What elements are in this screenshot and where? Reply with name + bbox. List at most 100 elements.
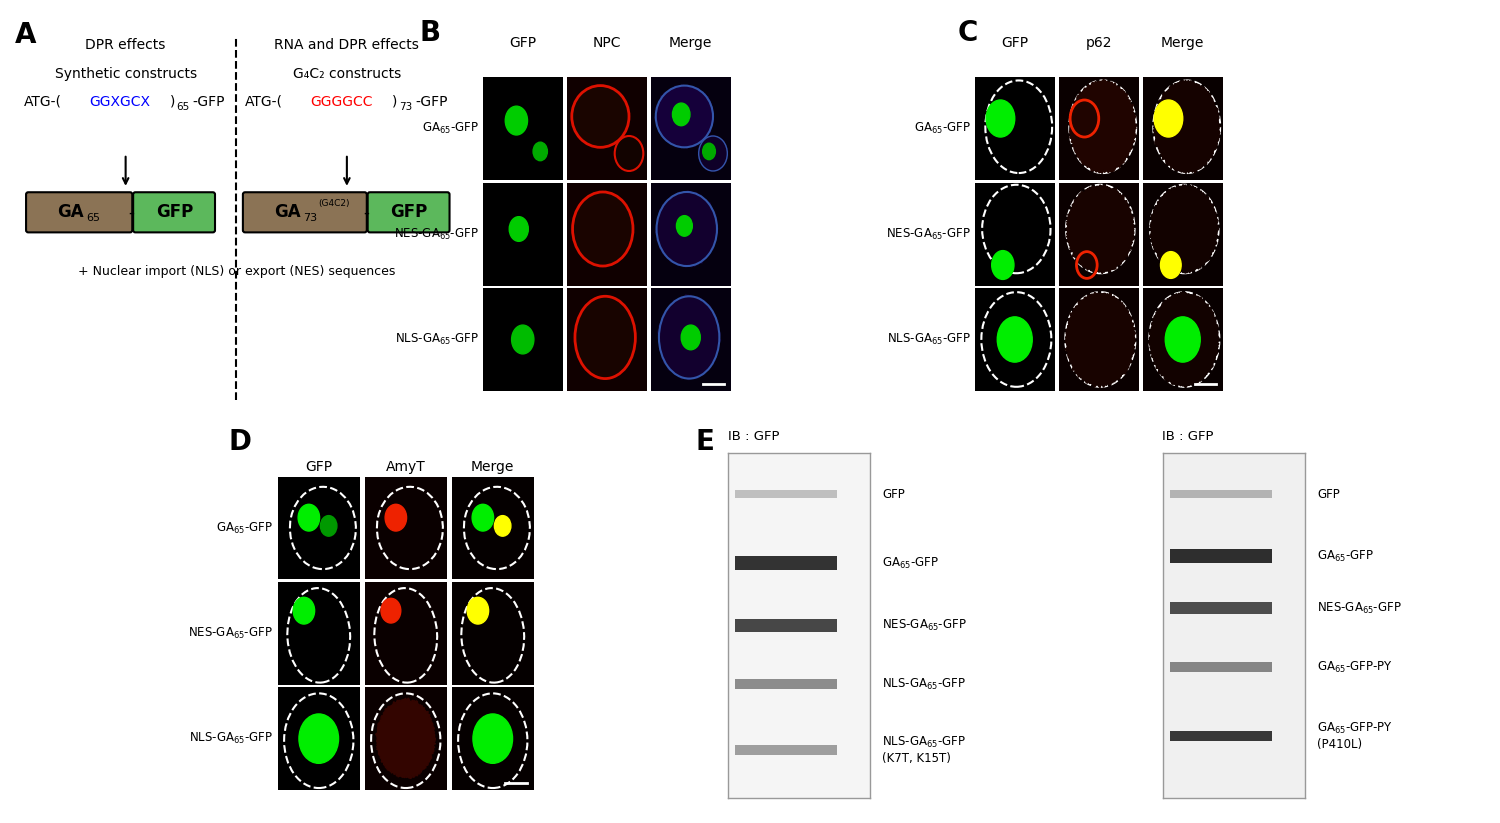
Text: 73: 73 [399, 101, 412, 112]
Text: NES-GA$_{65}$-GFP: NES-GA$_{65}$-GFP [189, 625, 273, 641]
Text: NES-GA$_{65}$-GFP: NES-GA$_{65}$-GFP [1317, 601, 1401, 616]
Text: 73: 73 [303, 213, 318, 223]
Circle shape [1154, 100, 1182, 137]
Polygon shape [656, 191, 718, 267]
Bar [1170, 602, 1272, 614]
Text: -GFP: -GFP [192, 95, 225, 109]
Circle shape [292, 597, 315, 624]
Polygon shape [654, 85, 712, 148]
Text: IB : GFP: IB : GFP [1162, 430, 1214, 443]
Text: NLS-GA$_{65}$-GFP: NLS-GA$_{65}$-GFP [886, 332, 971, 347]
Text: GA: GA [57, 203, 84, 221]
Text: C: C [957, 19, 978, 47]
Text: GA$_{65}$-GFP: GA$_{65}$-GFP [1317, 549, 1374, 564]
Polygon shape [1154, 80, 1221, 174]
Polygon shape [658, 295, 720, 379]
Text: NPC: NPC [592, 35, 621, 50]
Circle shape [298, 714, 339, 764]
Polygon shape [572, 85, 630, 148]
Text: NLS-GA$_{65}$-GFP
(K7T, K15T): NLS-GA$_{65}$-GFP (K7T, K15T) [882, 735, 966, 765]
Circle shape [386, 504, 406, 531]
Text: Merge: Merge [669, 35, 712, 50]
Text: GGGGCC: GGGGCC [310, 95, 372, 109]
Polygon shape [615, 135, 644, 171]
Polygon shape [699, 135, 728, 172]
Text: NLS-GA$_{65}$-GFP: NLS-GA$_{65}$-GFP [394, 332, 478, 347]
Text: ATG-(: ATG-( [24, 95, 62, 109]
Text: Merge: Merge [1161, 35, 1204, 50]
FancyBboxPatch shape [243, 193, 368, 232]
Circle shape [298, 504, 320, 531]
Text: A: A [15, 21, 36, 49]
Text: GA$_{65}$-GFP: GA$_{65}$-GFP [882, 556, 939, 571]
Text: GFP: GFP [1317, 488, 1340, 500]
Text: NLS-GA$_{65}$-GFP: NLS-GA$_{65}$-GFP [189, 731, 273, 746]
Text: D: D [228, 428, 252, 457]
Text: -: - [363, 203, 369, 221]
Bar [1170, 731, 1272, 742]
Text: GA$_{65}$-GFP: GA$_{65}$-GFP [216, 520, 273, 536]
Text: 65: 65 [177, 101, 190, 112]
FancyBboxPatch shape [26, 193, 132, 232]
Text: Merge: Merge [471, 460, 514, 474]
Circle shape [321, 515, 338, 537]
Text: B: B [420, 19, 441, 47]
Text: NES-GA$_{65}$-GFP: NES-GA$_{65}$-GFP [394, 226, 478, 242]
Text: Synthetic constructs: Synthetic constructs [54, 67, 196, 81]
Circle shape [672, 103, 690, 126]
Text: GFP: GFP [304, 460, 333, 474]
Text: ): ) [392, 95, 398, 109]
Polygon shape [572, 190, 634, 267]
Bar [1170, 662, 1272, 672]
Bar [1170, 490, 1272, 499]
Text: E: E [696, 428, 714, 457]
Polygon shape [1066, 185, 1134, 273]
Circle shape [381, 598, 400, 623]
Text: -: - [128, 203, 134, 221]
Circle shape [1166, 317, 1200, 362]
Text: DPR effects: DPR effects [86, 39, 166, 53]
Text: NES-GA$_{65}$-GFP: NES-GA$_{65}$-GFP [882, 618, 966, 633]
Text: GFP: GFP [390, 203, 427, 221]
Text: GA$_{65}$-GFP-PY: GA$_{65}$-GFP-PY [1317, 659, 1392, 675]
Polygon shape [574, 295, 636, 379]
Text: ): ) [170, 95, 176, 109]
Text: -GFP: -GFP [416, 95, 448, 109]
Text: GFP: GFP [1000, 35, 1029, 50]
Circle shape [681, 325, 700, 350]
Polygon shape [1149, 184, 1220, 273]
Circle shape [998, 317, 1032, 362]
Text: GGXGCX: GGXGCX [88, 95, 150, 109]
FancyBboxPatch shape [134, 193, 214, 232]
Text: 65: 65 [87, 213, 100, 223]
FancyBboxPatch shape [368, 193, 450, 232]
Bar [1170, 550, 1272, 563]
Circle shape [472, 714, 513, 764]
Circle shape [509, 216, 528, 241]
Polygon shape [1070, 79, 1136, 173]
Text: + Nuclear import (NLS) or export (NES) sequences: + Nuclear import (NLS) or export (NES) s… [78, 265, 395, 278]
Text: GA$_{65}$-GFP: GA$_{65}$-GFP [422, 121, 478, 137]
Text: NES-GA$_{65}$-GFP: NES-GA$_{65}$-GFP [886, 226, 971, 242]
Circle shape [676, 216, 693, 236]
Text: p62: p62 [1086, 35, 1112, 50]
Polygon shape [1149, 292, 1220, 388]
Polygon shape [1065, 292, 1136, 388]
Bar [735, 556, 837, 570]
Text: GFP: GFP [509, 35, 537, 50]
Text: NLS-GA$_{65}$-GFP: NLS-GA$_{65}$-GFP [882, 677, 966, 692]
Text: GA$_{65}$-GFP-PY
(P410L): GA$_{65}$-GFP-PY (P410L) [1317, 721, 1392, 751]
Text: AmyT: AmyT [386, 460, 426, 474]
Polygon shape [376, 698, 435, 779]
Bar [735, 679, 837, 690]
Bar [735, 490, 837, 499]
Circle shape [986, 100, 1014, 137]
Circle shape [466, 597, 489, 624]
Circle shape [472, 504, 494, 531]
Text: RNA and DPR effects: RNA and DPR effects [274, 39, 420, 53]
Text: G₄C₂ constructs: G₄C₂ constructs [292, 67, 400, 81]
Text: (G4C2): (G4C2) [318, 198, 350, 207]
Text: ATG-(: ATG-( [244, 95, 284, 109]
Circle shape [992, 250, 1014, 280]
Text: GFP: GFP [156, 203, 194, 221]
